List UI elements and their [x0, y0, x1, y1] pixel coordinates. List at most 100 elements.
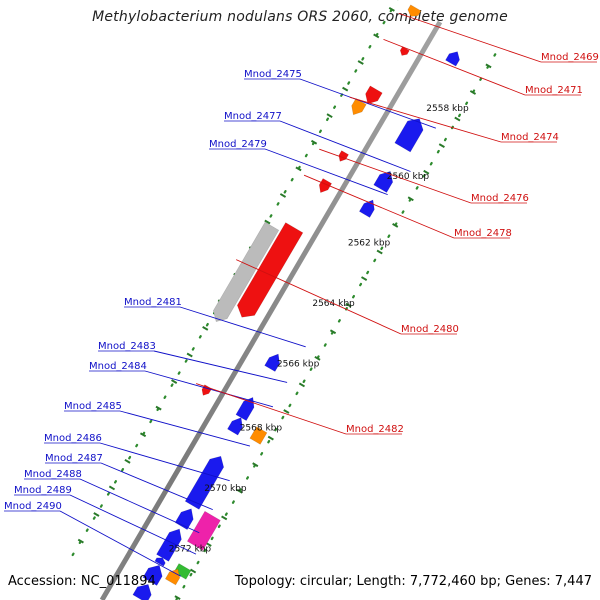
- scale-label: 2560 kbp: [387, 172, 430, 182]
- leader-line: [195, 383, 347, 435]
- gene-forward-blue: [184, 455, 225, 510]
- tick-mark: [407, 196, 414, 202]
- tick-mark: [326, 113, 333, 119]
- tick-mark: [186, 352, 193, 358]
- gene-reverse-gray: [212, 221, 280, 322]
- tick-mark: [342, 86, 349, 92]
- accession-text: Accession: NC_011894: [8, 574, 156, 589]
- gene-forward-blue: [264, 353, 280, 372]
- leader-line: [119, 410, 251, 447]
- tick-mark: [236, 488, 243, 494]
- gene-orange-forward-2: [249, 426, 268, 445]
- tick-mark: [438, 143, 445, 149]
- forward-gene-label: Mnod_2485: [64, 401, 122, 412]
- tick-mark: [298, 382, 306, 388]
- gene-forward-blue: [142, 564, 163, 586]
- tick-mark: [454, 116, 461, 122]
- scale-label: 2568 kbp: [240, 423, 283, 433]
- gene-forward-blue: [132, 584, 152, 600]
- gene-magenta: [186, 510, 221, 551]
- backbone-axis: [99, 20, 443, 600]
- forward-gene-label: Mnod_2483: [98, 341, 156, 352]
- tick-mark: [283, 409, 290, 414]
- gene-orange-reverse: [351, 98, 367, 116]
- leader-line: [349, 96, 502, 143]
- gene-forward-blue: [235, 396, 255, 422]
- scale-label: 2570 kbp: [204, 484, 247, 494]
- reverse-gene-label: Mnod_2474: [501, 132, 559, 143]
- scale-label: 2562 kbp: [348, 238, 391, 248]
- leader-line: [100, 462, 213, 511]
- gene-forward-blue: [358, 199, 375, 218]
- forward-gene-label: Mnod_2488: [24, 469, 82, 480]
- forward-gene-label: Mnod_2477: [224, 111, 282, 122]
- tick-mark: [469, 90, 477, 95]
- tick-mark: [373, 33, 380, 39]
- map-title: Methylobacterium nodulans ORS 2060, comp…: [92, 9, 508, 25]
- gene-forward-blue: [445, 51, 460, 67]
- leader-line: [235, 259, 402, 335]
- reverse-gene-label: Mnod_2480: [401, 324, 459, 335]
- scale-label: 2558 kbp: [426, 104, 469, 114]
- tick-mark: [205, 542, 212, 547]
- forward-gene-label: Mnod_2490: [4, 501, 62, 512]
- tick-mark: [155, 405, 162, 411]
- tick-mark: [314, 355, 321, 361]
- leader-line: [383, 38, 526, 96]
- gene-reverse-red: [318, 178, 333, 194]
- tick-mark: [267, 435, 274, 441]
- gene-forward-blue: [154, 557, 166, 567]
- tick-mark: [93, 512, 100, 517]
- gene-reverse-red-large: [236, 222, 304, 318]
- reverse-gene-label: Mnod_2469: [541, 52, 599, 63]
- gene-orange-reverse-top: [407, 4, 422, 17]
- leader-line: [69, 494, 197, 555]
- forward-gene-label: Mnod_2484: [89, 361, 147, 372]
- leader-line: [279, 120, 411, 172]
- tick-mark: [376, 249, 383, 255]
- leader-line: [299, 78, 436, 129]
- tick-mark: [345, 302, 352, 308]
- leader-line: [79, 478, 200, 534]
- tick-mark: [423, 169, 430, 175]
- tick-mark: [392, 223, 399, 228]
- gene-forward-blue: [373, 170, 394, 193]
- tick-mark: [295, 166, 302, 172]
- forward-gene-label: Mnod_2481: [124, 297, 182, 308]
- forward-gene-label: Mnod_2487: [45, 453, 103, 464]
- tick-mark: [329, 329, 337, 335]
- forward-gene-label: Mnod_2479: [209, 139, 267, 150]
- leader-line: [398, 12, 542, 63]
- tick-mark: [108, 485, 116, 491]
- leader-line: [179, 306, 306, 348]
- tick-mark: [279, 193, 287, 198]
- tick-mark: [485, 63, 492, 69]
- scale-label: 2566 kbp: [277, 360, 320, 370]
- scale-label: 2572 kbp: [169, 545, 212, 555]
- forward-gene-label: Mnod_2475: [244, 69, 302, 80]
- tick-mark: [171, 379, 178, 384]
- reverse-gene-label: Mnod_2471: [525, 85, 583, 96]
- gene-orange-forward: [164, 568, 181, 586]
- tick-mark: [139, 432, 147, 438]
- tick-mark: [310, 139, 318, 145]
- gene-reverse-red: [365, 85, 383, 105]
- tick-mark: [357, 60, 364, 65]
- tick-mark: [174, 595, 181, 600]
- gene-forward-blue: [227, 417, 243, 436]
- tick-mark: [252, 462, 259, 468]
- tick-mark: [202, 326, 209, 331]
- leader-line: [264, 148, 388, 196]
- gene-forward-blue: [394, 118, 424, 153]
- leader-line: [303, 174, 455, 239]
- genome-stats-text: Topology: circular; Length: 7,772,460 bp…: [234, 574, 592, 589]
- reverse-gene-label: Mnod_2476: [471, 193, 529, 204]
- scale-track-outer: [66, 0, 399, 566]
- tick-mark: [388, 6, 395, 12]
- leader-line: [144, 370, 274, 408]
- tick-mark: [264, 219, 271, 225]
- reverse-gene-label: Mnod_2482: [346, 424, 404, 435]
- leader-line: [153, 350, 288, 383]
- leader-line: [319, 148, 472, 204]
